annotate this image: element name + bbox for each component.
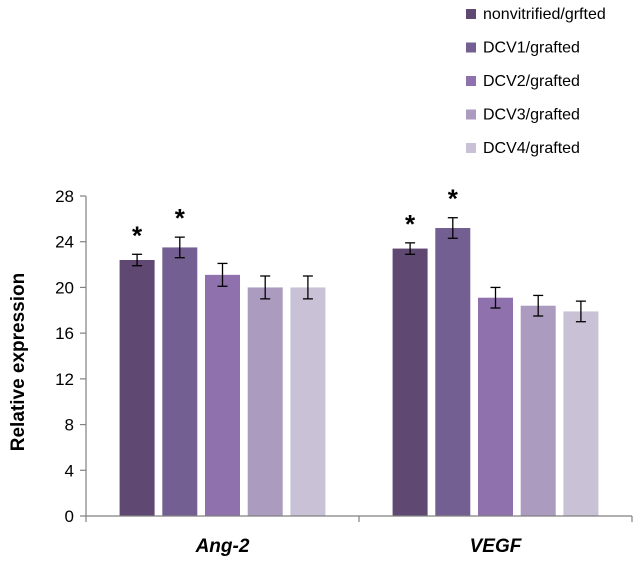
x-category-label: Ang-2 — [195, 536, 250, 557]
x-category-label: VEGF — [470, 536, 523, 557]
bar — [247, 287, 283, 516]
bar — [392, 248, 428, 517]
legend-label: DCV3/grafted — [483, 107, 580, 124]
significance-marker: * — [132, 220, 143, 250]
legend-swatch — [466, 109, 476, 120]
bar — [478, 297, 513, 516]
bars: * * * * — [119, 184, 599, 517]
y-tick-label: 8 — [65, 416, 74, 435]
y-axis-label: Relative expression — [8, 273, 29, 451]
bar — [435, 228, 471, 516]
y-tick-label: 12 — [55, 370, 74, 389]
legend-label: nonvitrified/grfted — [483, 6, 606, 23]
bar — [520, 305, 556, 516]
significance-marker: * — [405, 209, 416, 239]
significance-marker: * — [448, 184, 459, 214]
bar — [119, 260, 155, 516]
y-tick-label: 16 — [55, 324, 74, 343]
y-tick-label: 28 — [55, 187, 74, 206]
legend: nonvitrified/grfted DCV1/grafted DCV2/graf… — [466, 6, 606, 157]
y-tick-label: 20 — [55, 278, 74, 297]
x-axis: Ang-2 VEGF — [85, 515, 633, 557]
legend-swatch — [466, 9, 476, 19]
bar — [205, 274, 240, 516]
significance-marker: * — [175, 203, 186, 233]
bar — [162, 247, 198, 516]
legend-swatch — [466, 143, 476, 153]
bar — [563, 311, 599, 516]
y-tick-label: 4 — [65, 461, 74, 480]
legend-label: DCV4/grafted — [483, 140, 580, 157]
y-tick-label: 24 — [55, 233, 74, 252]
legend-swatch — [466, 42, 476, 53]
legend-swatch — [466, 76, 476, 86]
legend-label: DCV2/grafted — [483, 73, 580, 90]
legend-label: DCV1/grafted — [483, 40, 580, 57]
bar — [290, 287, 326, 516]
y-axis: 0 4 8 12 16 20 24 28 — [55, 187, 87, 526]
y-tick-label: 0 — [65, 507, 74, 526]
